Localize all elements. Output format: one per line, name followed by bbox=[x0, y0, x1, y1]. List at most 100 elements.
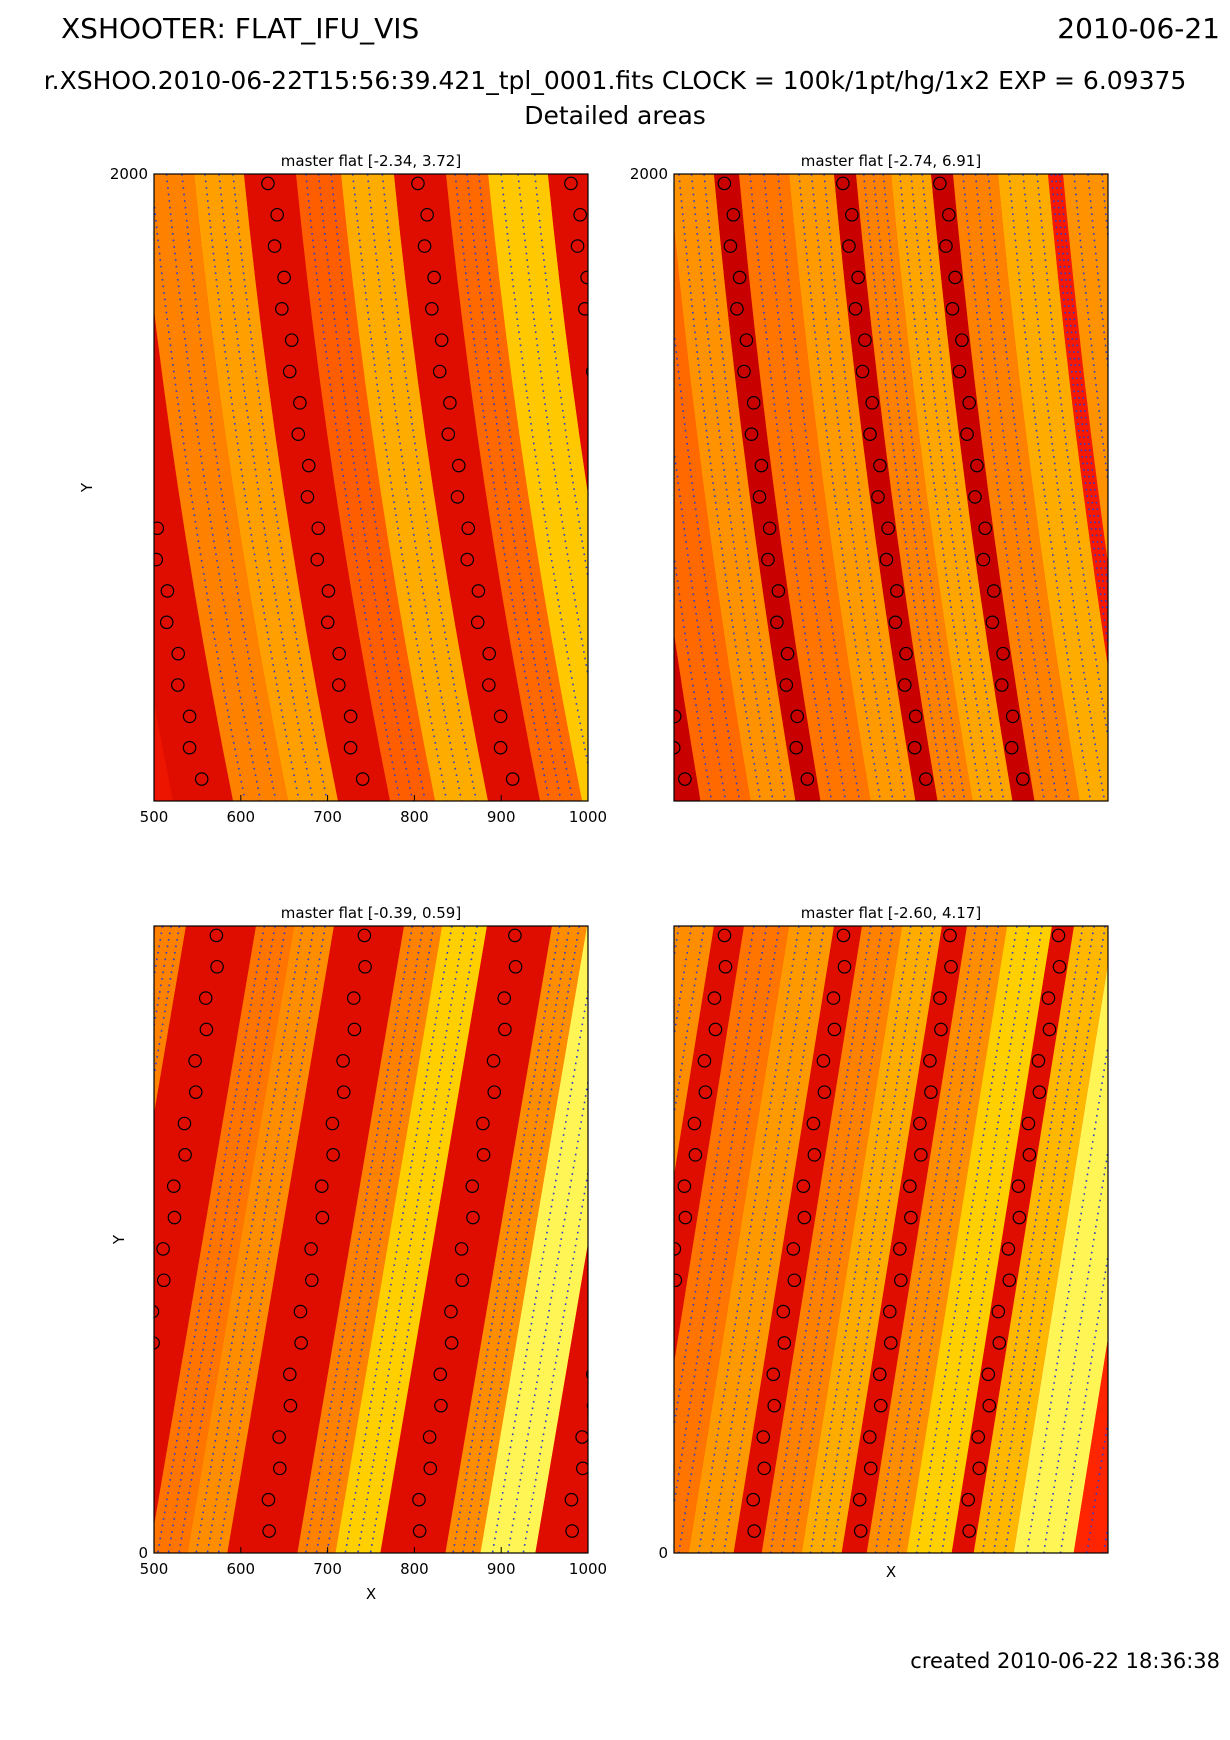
order-trace-circle bbox=[661, 929, 673, 941]
order-trace-circle bbox=[171, 678, 185, 692]
order-trace-circle bbox=[347, 1022, 362, 1037]
slit-trace-dotted bbox=[915, 926, 1018, 1553]
order-trace-circle bbox=[355, 772, 370, 786]
order-trace-circle bbox=[136, 1368, 148, 1380]
order-trace-circle bbox=[575, 1430, 588, 1444]
flat-band bbox=[1073, 1338, 1108, 1553]
slit-trace-dotted bbox=[305, 926, 414, 1553]
flat-band bbox=[674, 633, 701, 801]
y-axis-label: Y bbox=[110, 1234, 128, 1245]
order-trace-circle bbox=[332, 678, 346, 692]
order-trace-circle bbox=[647, 742, 659, 754]
x-tick-label: 1000 bbox=[569, 1560, 607, 1578]
order-trace-circle bbox=[939, 239, 953, 253]
order-trace-circle bbox=[154, 1304, 160, 1319]
order-trace-circle bbox=[508, 959, 523, 974]
order-trace-circle bbox=[972, 1461, 987, 1476]
order-trace-circle bbox=[674, 740, 681, 755]
order-trace-circle bbox=[767, 1398, 782, 1413]
order-trace-circle bbox=[423, 1461, 438, 1476]
order-trace-circle bbox=[275, 302, 289, 316]
slit-trace-dotted bbox=[1133, 174, 1215, 801]
flat-band bbox=[1153, 174, 1230, 801]
file-subtitle: r.XSHOO.2010-06-22T15:56:39.421_tpl_0001… bbox=[43, 66, 1187, 95]
flat-band bbox=[953, 174, 1080, 801]
order-trace-circle bbox=[797, 1210, 812, 1225]
order-trace-circle bbox=[796, 1179, 811, 1194]
order-trace-circle bbox=[1016, 772, 1030, 786]
order-trace-circle bbox=[787, 1273, 802, 1288]
order-trace-circle bbox=[182, 740, 197, 755]
slit-trace-dotted bbox=[452, 926, 561, 1553]
order-trace-circle bbox=[461, 521, 476, 536]
order-trace-circle bbox=[730, 302, 744, 316]
order-trace-circle bbox=[674, 1273, 683, 1288]
order-trace-circle bbox=[210, 959, 224, 974]
order-trace-circle bbox=[565, 1524, 579, 1538]
slit-trace-dotted bbox=[674, 926, 693, 1041]
order-trace-circle bbox=[293, 396, 307, 410]
slit-trace-dotted bbox=[674, 926, 680, 962]
order-trace-circle bbox=[961, 1492, 976, 1507]
slit-trace-dotted bbox=[1004, 926, 1106, 1553]
order-trace-circle bbox=[752, 490, 767, 504]
order-trace-circle bbox=[914, 1148, 928, 1162]
order-trace-circle bbox=[332, 646, 346, 661]
order-trace-circle bbox=[647, 710, 659, 722]
order-trace-circle bbox=[761, 552, 775, 567]
order-trace-circle bbox=[3, 1525, 15, 1537]
flat-band bbox=[674, 926, 789, 1553]
order-trace-circle bbox=[893, 1242, 907, 1256]
flat-band bbox=[296, 174, 436, 801]
order-trace-circle bbox=[648, 1368, 660, 1380]
order-trace-circle bbox=[614, 553, 626, 565]
order-trace-circle bbox=[816, 1054, 831, 1068]
order-trace-circle bbox=[595, 428, 607, 440]
order-trace-circle bbox=[115, 1525, 127, 1537]
order-trace-circle bbox=[855, 364, 870, 379]
order-trace-circle bbox=[420, 207, 434, 222]
order-trace-circle bbox=[606, 459, 618, 471]
slit-trace-dotted bbox=[1102, 1520, 1108, 1553]
order-trace-circle bbox=[625, 616, 637, 628]
order-trace-circle bbox=[933, 176, 947, 191]
flat-band bbox=[739, 174, 871, 801]
order-trace-circle bbox=[872, 1367, 887, 1382]
order-trace-circle bbox=[659, 647, 671, 659]
order-trace-circle bbox=[88, 1023, 100, 1035]
flat-band bbox=[244, 174, 391, 801]
order-trace-circle bbox=[314, 1179, 329, 1194]
flat-band bbox=[446, 174, 583, 801]
slit-trace-dotted bbox=[885, 926, 988, 1553]
order-trace-circle bbox=[945, 302, 960, 316]
order-trace-circle bbox=[188, 1085, 203, 1099]
order-trace-circle bbox=[991, 1304, 1006, 1319]
order-trace-circle bbox=[466, 1210, 480, 1225]
order-trace-circle bbox=[592, 961, 604, 973]
order-trace-circle bbox=[739, 333, 754, 347]
flat-band bbox=[154, 309, 234, 801]
order-trace-circle bbox=[871, 490, 885, 504]
order-trace-circle bbox=[943, 928, 957, 943]
order-trace-circle bbox=[470, 615, 485, 630]
order-trace-circle bbox=[789, 740, 804, 755]
order-trace-circle bbox=[124, 334, 136, 346]
order-trace-circle bbox=[908, 709, 923, 724]
order-trace-circle bbox=[615, 365, 627, 377]
panel-frame bbox=[673, 925, 1109, 1554]
x-tick-label: 900 bbox=[487, 1560, 516, 1578]
order-trace-circle bbox=[427, 270, 441, 285]
order-trace-circle bbox=[641, 522, 653, 534]
flat-band bbox=[674, 174, 796, 801]
order-trace-circle bbox=[697, 1054, 712, 1068]
order-trace-circle bbox=[160, 584, 175, 598]
order-trace-circle bbox=[873, 1398, 888, 1413]
order-trace-circle bbox=[651, 1023, 663, 1035]
flat-band bbox=[1013, 963, 1108, 1553]
order-trace-circle bbox=[471, 584, 486, 598]
order-trace-circle bbox=[1012, 1210, 1027, 1225]
order-trace-circle bbox=[357, 928, 372, 943]
order-trace-circle bbox=[985, 615, 1000, 630]
order-trace-circle bbox=[817, 1085, 832, 1099]
